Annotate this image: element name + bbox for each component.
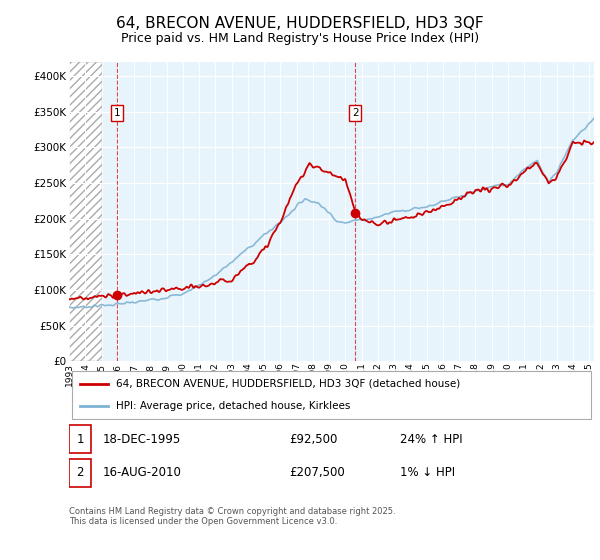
Text: 18-DEC-1995: 18-DEC-1995 [103, 433, 181, 446]
Text: 16-AUG-2010: 16-AUG-2010 [103, 466, 182, 479]
Text: £92,500: £92,500 [290, 433, 338, 446]
Text: 1: 1 [114, 108, 121, 118]
Text: £207,500: £207,500 [290, 466, 345, 479]
FancyBboxPatch shape [69, 426, 91, 453]
Text: 24% ↑ HPI: 24% ↑ HPI [400, 433, 463, 446]
Text: 64, BRECON AVENUE, HUDDERSFIELD, HD3 3QF: 64, BRECON AVENUE, HUDDERSFIELD, HD3 3QF [116, 16, 484, 31]
FancyBboxPatch shape [69, 459, 91, 487]
Text: 2: 2 [76, 466, 84, 479]
Text: 1% ↓ HPI: 1% ↓ HPI [400, 466, 455, 479]
Text: 1: 1 [76, 433, 84, 446]
Text: 64, BRECON AVENUE, HUDDERSFIELD, HD3 3QF (detached house): 64, BRECON AVENUE, HUDDERSFIELD, HD3 3QF… [116, 379, 461, 389]
Text: 2: 2 [352, 108, 359, 118]
FancyBboxPatch shape [71, 371, 592, 419]
Text: HPI: Average price, detached house, Kirklees: HPI: Average price, detached house, Kirk… [116, 401, 350, 411]
Text: Price paid vs. HM Land Registry's House Price Index (HPI): Price paid vs. HM Land Registry's House … [121, 31, 479, 45]
Text: Contains HM Land Registry data © Crown copyright and database right 2025.
This d: Contains HM Land Registry data © Crown c… [69, 507, 395, 526]
